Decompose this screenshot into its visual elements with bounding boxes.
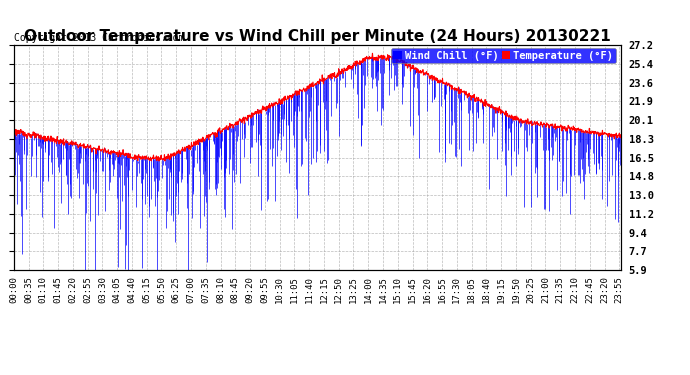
Text: Copyright 2013 Cartronics.com: Copyright 2013 Cartronics.com [14,33,184,43]
Title: Outdoor Temperature vs Wind Chill per Minute (24 Hours) 20130221: Outdoor Temperature vs Wind Chill per Mi… [24,29,611,44]
Legend: Wind Chill (°F), Temperature (°F): Wind Chill (°F), Temperature (°F) [391,48,615,63]
